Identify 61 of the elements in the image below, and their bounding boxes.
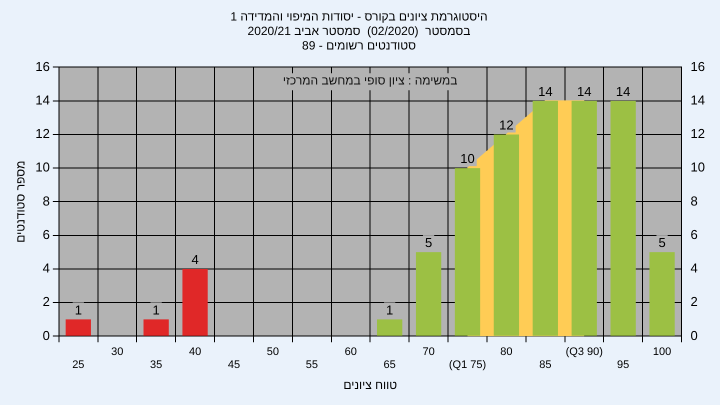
bar [572, 100, 597, 336]
bar [66, 319, 91, 336]
y2-tick-label: 10 [690, 160, 706, 175]
x-tick-label: 85 [539, 359, 552, 372]
y2-tick-label: 0 [690, 328, 698, 343]
chart-title: היסטוגרמת ציונים בקורס - יסודות המיפוי והמדידה 1 [230, 10, 488, 24]
x-tick-label: (Q1 75) [448, 359, 486, 372]
bar [494, 134, 520, 336]
y2-tick-label: 14 [690, 92, 706, 108]
data-label: 14 [538, 84, 553, 99]
y-tick-label: 6 [42, 226, 50, 242]
x-tick-label: 25 [72, 359, 84, 372]
y-axis-title: מספר סטודנטים [14, 160, 28, 243]
x-tick-label: 30 [111, 346, 124, 358]
x-tick-label: 50 [266, 346, 280, 358]
x-tick-label: 35 [150, 359, 162, 372]
y2-tick-label: 8 [690, 193, 698, 208]
data-label: 10 [460, 151, 475, 166]
bar [454, 168, 480, 336]
x-tick-label: 45 [228, 359, 240, 372]
x-tick-label: 65 [384, 359, 396, 372]
x-axis-title: טווח ציונים [343, 378, 398, 392]
data-label: 5 [424, 235, 432, 250]
x-tick-label: 95 [617, 359, 630, 372]
y2-tick-label: 4 [690, 260, 698, 276]
y-tick-label: 8 [42, 193, 50, 208]
y2-tick-label: 2 [690, 294, 698, 310]
data-label: 5 [658, 235, 666, 250]
x-tick-label: 60 [344, 346, 357, 358]
y-tick-label: 12 [35, 126, 50, 142]
y-tick-label: 4 [42, 260, 50, 276]
data-label: 1 [152, 302, 160, 318]
data-label: 14 [616, 84, 630, 99]
data-label: 1 [386, 302, 394, 318]
y-tick-label: 10 [35, 160, 50, 175]
annotation: במשימה : ציון סופי במחשב המרכזי [282, 74, 458, 88]
data-label: 14 [577, 84, 592, 99]
bar [532, 100, 558, 336]
y-tick-label: 14 [35, 92, 50, 108]
bar [182, 268, 208, 336]
x-tick-label: 55 [306, 359, 318, 372]
bar [377, 319, 402, 336]
y-tick-label: 2 [42, 294, 50, 310]
bar [610, 100, 636, 336]
bar [416, 252, 442, 336]
x-tick-label: 100 [652, 346, 672, 358]
chart-subtitle: בסמסטר (02/2020) סמסטר אביב 2020/21 סטודנטים רשומים - 89 [248, 24, 470, 52]
bar [649, 252, 675, 336]
data-label: 1 [74, 302, 82, 318]
bar [144, 319, 169, 336]
x-tick-label: 70 [422, 346, 435, 358]
y2-tick-label: 12 [690, 126, 706, 142]
y-tick-label: 16 [35, 58, 50, 74]
y-tick-label: 0 [42, 328, 50, 343]
x-tick-label: (Q3 90) [566, 346, 603, 358]
y2-tick-label: 16 [690, 58, 706, 74]
x-tick-label: 40 [188, 346, 202, 358]
x-tick-label: 80 [500, 346, 513, 358]
data-label: 4 [191, 252, 199, 268]
data-label: 12 [499, 118, 514, 133]
y2-tick-label: 6 [690, 226, 698, 242]
